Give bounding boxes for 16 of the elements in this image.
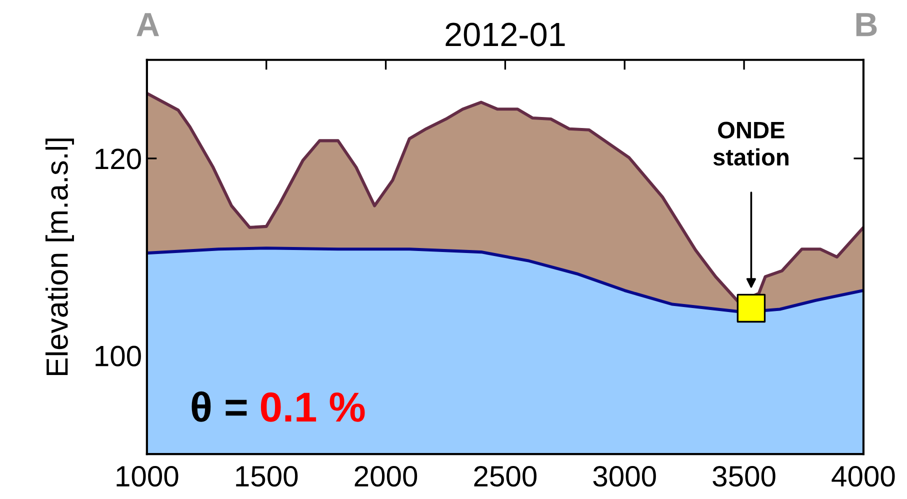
y-axis-title: Elevation [m.a.s.l] — [45, 138, 74, 376]
x-tick-label: 2000 — [354, 466, 418, 487]
text: B — [856, 13, 877, 36]
x-tick-label: 3500 — [712, 466, 776, 487]
annotation: 0.1 % — [260, 392, 365, 422]
x-tick-label: 3000 — [593, 466, 656, 487]
y-tick-label: 100 — [96, 346, 141, 366]
x-tick-label: 1500 — [236, 466, 298, 487]
text: A — [136, 13, 159, 36]
annotation: θ = — [192, 391, 247, 422]
chart-title: 2012-01 — [446, 22, 565, 46]
x-tick-label: 2500 — [474, 466, 537, 487]
x-tick-label: 4000 — [832, 466, 895, 487]
y-tick-label: 120 — [96, 148, 141, 170]
annotation: ONDE station — [713, 122, 788, 166]
x-tick-label: 1000 — [116, 466, 178, 487]
